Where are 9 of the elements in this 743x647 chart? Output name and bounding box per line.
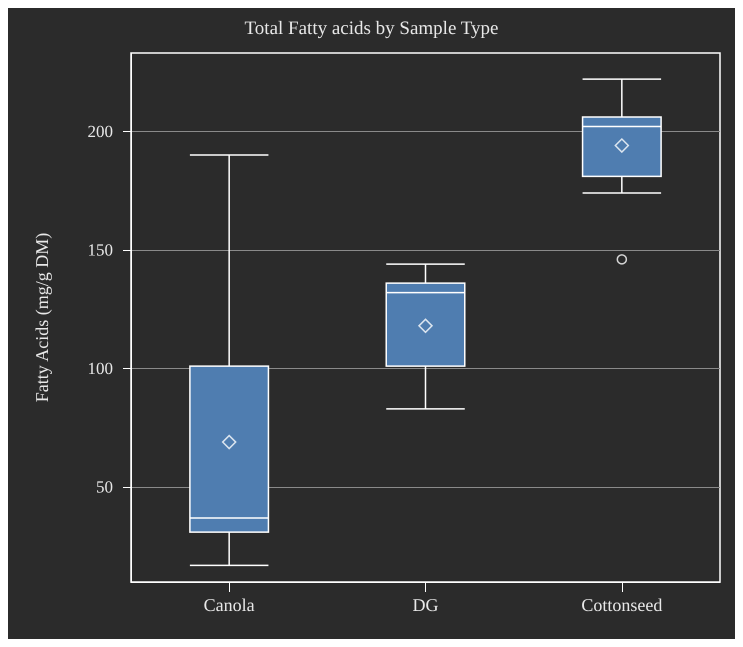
x-tick-label: Cottonseed [581,595,662,615]
y-tick-label: 200 [88,122,113,141]
y-axis-title: Fatty Acids (mg/g DM) [32,232,52,402]
y-tick-label: 150 [88,240,113,260]
x-tick-label: DG [412,595,438,615]
x-tick-label: Canola [204,595,255,615]
chart-title: Total Fatty acids by Sample Type [244,18,498,39]
y-tick-label: 100 [88,359,113,378]
y-tick-label: 50 [96,478,113,497]
